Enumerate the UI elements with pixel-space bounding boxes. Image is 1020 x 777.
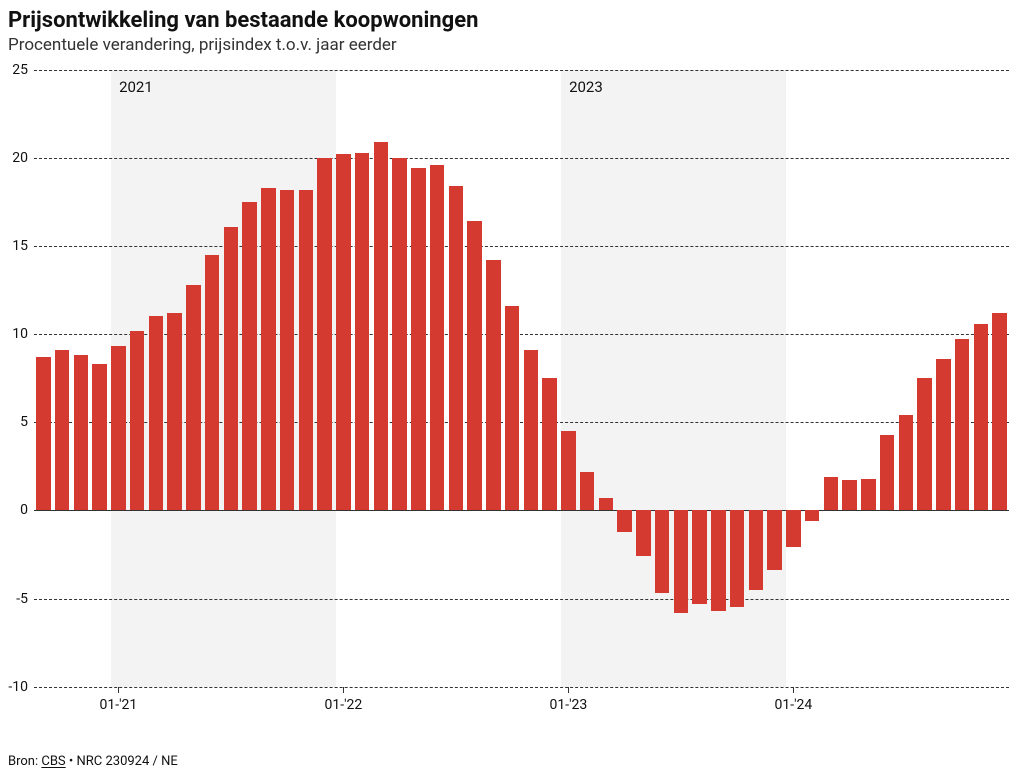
- x-tick-label: 01-'23: [549, 697, 587, 713]
- x-tick-label: 01-'22: [324, 697, 362, 713]
- bar: [186, 285, 201, 511]
- bar: [674, 510, 689, 612]
- footer-label: Bron:: [8, 754, 38, 769]
- bar: [55, 350, 70, 510]
- bar: [486, 260, 501, 510]
- bar: [824, 477, 839, 510]
- x-tick-mark: [568, 687, 569, 693]
- bar: [505, 306, 520, 510]
- chart-title: Prijsontwikkeling van bestaande koopwoni…: [8, 8, 1010, 33]
- y-gridline: [34, 687, 1009, 688]
- year-band-label: 2023: [569, 78, 603, 96]
- x-tick-label: 01-'24: [774, 697, 812, 713]
- bar: [74, 355, 89, 510]
- bar: [936, 359, 951, 511]
- bar: [92, 364, 107, 510]
- bar: [467, 221, 482, 510]
- bar: [242, 202, 257, 511]
- bar: [299, 190, 314, 511]
- y-tick-label: 15: [12, 238, 34, 254]
- bar: [861, 479, 876, 511]
- y-tick-label: -10: [8, 679, 34, 695]
- year-band-label: 2021: [119, 78, 153, 96]
- chart-area: 20212023-10-5051015202501-'2101-'2201-'2…: [34, 70, 1009, 717]
- bar: [955, 339, 970, 510]
- y-tick-label: 5: [20, 414, 34, 430]
- bar: [899, 415, 914, 510]
- y-tick-label: 25: [12, 62, 34, 78]
- plot-region: 20212023-10-50510152025: [34, 70, 1009, 687]
- bar: [36, 357, 51, 510]
- bar: [355, 153, 370, 511]
- x-tick-label: 01-'21: [99, 697, 137, 713]
- bar: [636, 510, 651, 556]
- x-tick-mark: [793, 687, 794, 693]
- footer-source-link[interactable]: CBS: [41, 754, 65, 769]
- bar: [392, 158, 407, 511]
- bar: [805, 510, 820, 521]
- bar: [917, 378, 932, 510]
- bar: [617, 510, 632, 531]
- bar: [111, 346, 126, 510]
- x-tick-mark: [118, 687, 119, 693]
- y-tick-label: -5: [16, 591, 34, 607]
- bar: [224, 227, 239, 511]
- bar: [130, 331, 145, 511]
- bar: [655, 510, 670, 593]
- bar: [411, 168, 426, 510]
- footer-suffix: • NRC 230924 / NE: [69, 754, 178, 769]
- y-gridline: [34, 70, 1009, 71]
- y-gridline: [34, 158, 1009, 159]
- bar: [692, 510, 707, 603]
- bar: [317, 158, 332, 511]
- bar: [842, 480, 857, 510]
- bar: [599, 498, 614, 510]
- bar: [767, 510, 782, 570]
- bar: [261, 188, 276, 511]
- bar: [167, 313, 182, 510]
- bar: [992, 313, 1007, 510]
- y-gridline: [34, 510, 1009, 511]
- bar: [711, 510, 726, 610]
- bar: [336, 154, 351, 510]
- y-gridline: [34, 599, 1009, 600]
- y-tick-label: 0: [20, 502, 34, 518]
- y-tick-label: 10: [12, 326, 34, 342]
- bar: [786, 510, 801, 547]
- bar: [542, 378, 557, 510]
- bar: [449, 186, 464, 510]
- bar: [880, 435, 895, 511]
- bar: [561, 431, 576, 510]
- bar: [580, 472, 595, 511]
- bar: [374, 142, 389, 510]
- chart-subtitle: Procentuele verandering, prijsindex t.o.…: [8, 35, 1010, 55]
- y-gridline: [34, 246, 1009, 247]
- bar: [430, 165, 445, 511]
- bar: [749, 510, 764, 589]
- bar: [730, 510, 745, 607]
- y-tick-label: 20: [12, 150, 34, 166]
- chart-footer: Bron: CBS • NRC 230924 / NE: [8, 754, 178, 769]
- bar: [149, 316, 164, 510]
- bar: [205, 255, 220, 511]
- bar: [524, 350, 539, 510]
- bar: [974, 324, 989, 511]
- bar: [280, 190, 295, 511]
- x-tick-mark: [343, 687, 344, 693]
